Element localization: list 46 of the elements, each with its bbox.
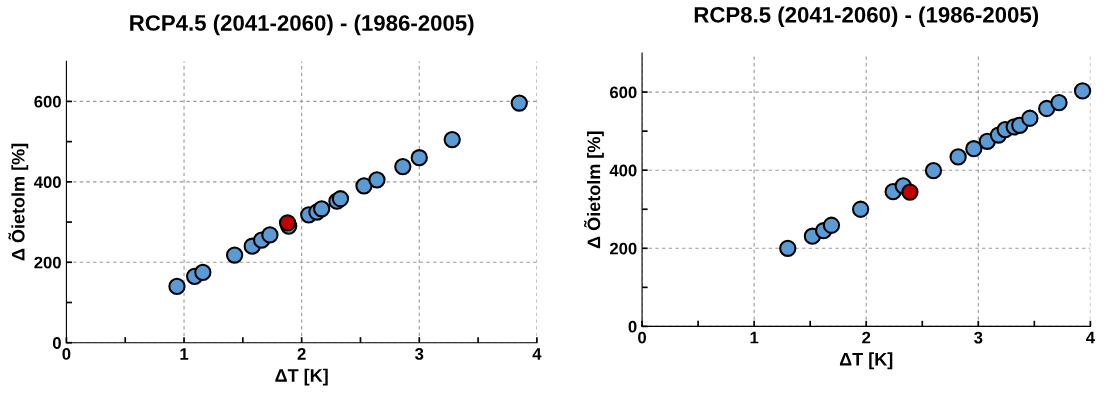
x-tick-label: 3 [415, 348, 424, 360]
y-axis-title: Δ Õietolm [%] [8, 143, 29, 261]
point [901, 183, 919, 201]
point [331, 190, 350, 208]
y-tick-label: 400 [34, 176, 61, 189]
point [313, 200, 331, 218]
x-tick-label: 1 [180, 348, 189, 360]
point [168, 277, 186, 296]
point [924, 161, 943, 180]
x-tick-label: 2 [297, 348, 306, 360]
y-axis-title: Δ Õietolm [%] [584, 131, 604, 249]
point [1021, 109, 1039, 127]
y-tick-label: 200 [34, 256, 61, 269]
x-tick-label: 0 [62, 348, 71, 360]
y-tick-label: 400 [609, 164, 637, 177]
point [443, 130, 461, 149]
x-tick-label: 0 [638, 331, 647, 344]
y-tick-label: 600 [34, 95, 61, 108]
x-tick-label: 1 [750, 331, 759, 344]
point [355, 177, 373, 195]
point [394, 157, 412, 176]
x-tick-label: 3 [974, 331, 983, 344]
point [410, 149, 428, 167]
point [851, 200, 870, 218]
y-tick-label: 200 [609, 242, 637, 255]
point [779, 239, 797, 257]
point [1038, 99, 1056, 118]
chart-title: RCP4.5 (2041-2060) - (1986-2005) [130, 14, 474, 36]
x-tick-label: 4 [1086, 331, 1095, 344]
x-tick-label: 2 [862, 331, 871, 344]
point [510, 94, 528, 112]
chart-title: RCP8.5 (2041-2060) - (1986-2005) [694, 6, 1039, 28]
x-axis-title: ΔT [K] [275, 368, 328, 386]
x-axis-title: ΔT [K] [839, 352, 893, 370]
point [225, 246, 244, 264]
point [949, 148, 967, 166]
point [1073, 82, 1092, 100]
point [261, 226, 279, 244]
point [965, 140, 983, 158]
point [368, 171, 386, 189]
point [194, 263, 212, 281]
x-tick-label: 4 [532, 348, 542, 360]
point [822, 216, 841, 234]
point [1050, 93, 1068, 112]
y-tick-label: 0 [628, 320, 637, 333]
y-tick-label: 600 [610, 86, 637, 99]
